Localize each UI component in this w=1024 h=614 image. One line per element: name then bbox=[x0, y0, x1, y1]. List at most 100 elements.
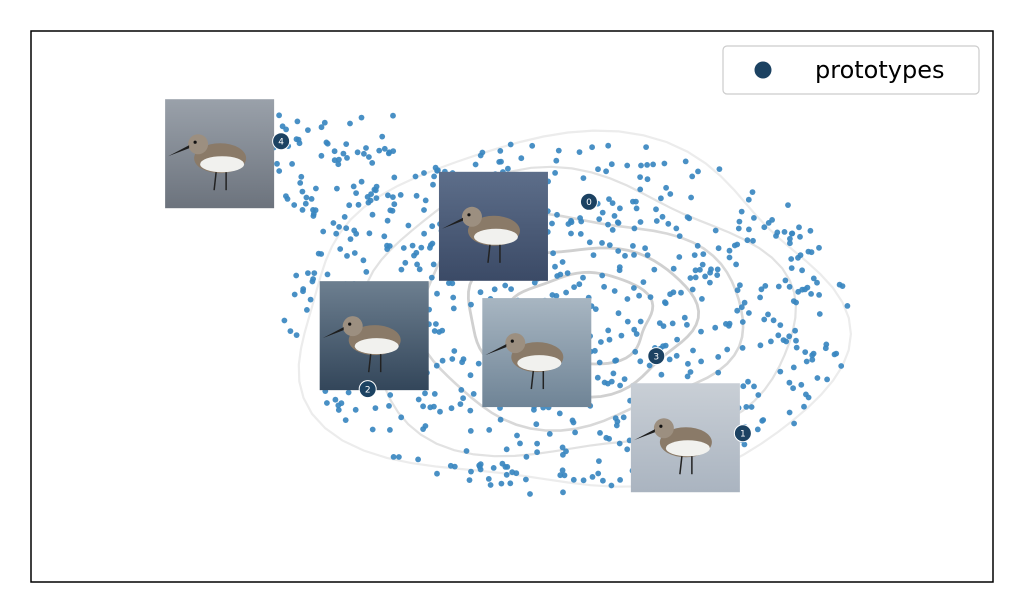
embedding-point bbox=[518, 155, 525, 162]
embedding-point bbox=[390, 112, 396, 119]
embedding-point bbox=[570, 419, 577, 426]
embedding-point bbox=[552, 263, 558, 270]
embedding-point bbox=[411, 252, 417, 259]
embedding-point bbox=[592, 306, 599, 312]
embedding-point bbox=[372, 405, 379, 411]
embedding-point bbox=[782, 277, 789, 284]
embedding-point bbox=[353, 190, 359, 197]
embedding-point bbox=[335, 407, 342, 413]
embedding-point bbox=[350, 183, 357, 190]
embedding-point bbox=[503, 471, 510, 478]
embedding-point bbox=[744, 237, 751, 244]
embedding-point bbox=[786, 379, 793, 386]
embedding-point bbox=[688, 194, 694, 201]
embedding-point bbox=[358, 178, 365, 185]
embedding-point bbox=[337, 246, 344, 252]
embedding-point bbox=[320, 228, 327, 235]
embedding-point bbox=[599, 272, 606, 279]
embedding-point bbox=[559, 444, 566, 451]
embedding-point bbox=[390, 194, 396, 201]
embedding-point bbox=[428, 274, 435, 281]
embedding-point bbox=[617, 205, 623, 212]
embedding-point bbox=[534, 440, 540, 447]
embedding-point bbox=[637, 186, 644, 193]
embedding-point bbox=[608, 378, 615, 385]
embedding-point bbox=[614, 418, 621, 425]
embedding-point bbox=[523, 476, 529, 483]
embedding-point bbox=[429, 223, 436, 230]
embedding-point bbox=[302, 200, 309, 207]
embedding-point bbox=[632, 348, 639, 355]
embedding-point bbox=[603, 168, 609, 175]
embedding-point bbox=[622, 252, 628, 259]
embedding-point bbox=[636, 292, 642, 299]
embedding-point bbox=[738, 208, 745, 215]
embedding-point bbox=[527, 491, 533, 497]
embedding-point bbox=[385, 150, 392, 157]
embedding-point bbox=[398, 266, 405, 273]
embedding-point bbox=[760, 417, 767, 423]
embedding-point bbox=[799, 267, 805, 274]
embedding-point bbox=[554, 211, 560, 218]
embedding-point bbox=[621, 376, 628, 382]
embedding-point bbox=[384, 217, 391, 224]
embedding-point bbox=[788, 265, 795, 271]
embedding-point bbox=[698, 328, 704, 335]
embedding-point bbox=[615, 310, 622, 317]
embedding-point bbox=[790, 298, 797, 304]
embedding-point bbox=[343, 225, 350, 232]
embedding-point bbox=[557, 472, 564, 479]
embedding-point bbox=[620, 414, 627, 421]
embedding-point bbox=[777, 368, 784, 375]
embedding-point bbox=[305, 270, 311, 276]
embedding-point bbox=[609, 200, 616, 207]
embedding-point bbox=[786, 283, 793, 290]
legend-box bbox=[722, 45, 980, 95]
embedding-point bbox=[287, 328, 294, 334]
embedding-point bbox=[757, 294, 763, 301]
embedding-point bbox=[502, 282, 509, 289]
embedding-point bbox=[667, 191, 674, 197]
embedding-point bbox=[409, 242, 416, 249]
embedding-point bbox=[279, 123, 286, 130]
embedding-point bbox=[624, 446, 631, 453]
embedding-point bbox=[430, 261, 437, 268]
embedding-point bbox=[347, 236, 354, 243]
embedding-point bbox=[793, 344, 800, 351]
embedding-point bbox=[651, 266, 658, 273]
embedding-point bbox=[477, 289, 484, 296]
embedding-point bbox=[387, 392, 394, 398]
embedding-point bbox=[486, 427, 493, 433]
embedding-point bbox=[310, 213, 317, 219]
embedding-point bbox=[550, 250, 556, 257]
embedding-point bbox=[485, 476, 492, 482]
embedding-point bbox=[352, 406, 359, 413]
embedding-point bbox=[457, 401, 464, 407]
embedding-point bbox=[297, 180, 304, 186]
embedding-point bbox=[355, 201, 362, 208]
embedding-point bbox=[555, 147, 562, 154]
embedding-point bbox=[746, 226, 752, 233]
embedding-point bbox=[291, 291, 298, 298]
embedding-point bbox=[451, 348, 458, 354]
embedding-point bbox=[372, 187, 379, 194]
prototype-images bbox=[165, 99, 740, 493]
embedding-point bbox=[414, 261, 420, 268]
embedding-point bbox=[308, 196, 315, 202]
embedding-point bbox=[745, 196, 752, 203]
embedding-point bbox=[369, 211, 376, 218]
embedding-point bbox=[460, 395, 466, 402]
embedding-point bbox=[698, 358, 704, 365]
embedding-point bbox=[611, 288, 618, 294]
embedding-point bbox=[785, 202, 791, 209]
embedding-point bbox=[580, 274, 586, 281]
contour-line bbox=[466, 246, 701, 399]
embedding-point bbox=[589, 474, 596, 480]
embedding-point bbox=[631, 225, 638, 232]
embedding-point bbox=[385, 192, 391, 199]
embedding-point bbox=[276, 112, 282, 119]
embedding-point bbox=[312, 207, 319, 214]
embedding-point bbox=[335, 161, 342, 168]
embedding-point bbox=[741, 299, 748, 306]
embedding-point bbox=[400, 245, 407, 251]
